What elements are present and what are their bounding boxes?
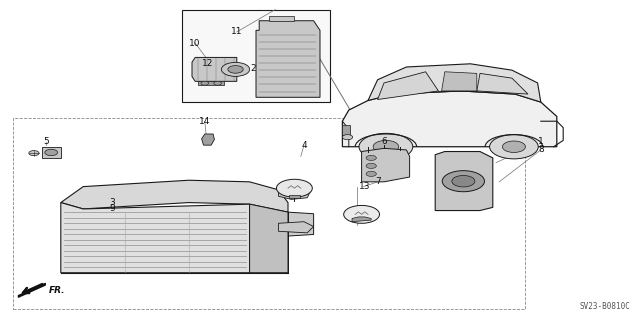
Circle shape xyxy=(344,205,380,223)
Polygon shape xyxy=(61,203,250,273)
Polygon shape xyxy=(192,57,237,81)
Text: 6: 6 xyxy=(381,137,387,146)
Text: 5: 5 xyxy=(44,137,49,146)
Polygon shape xyxy=(278,188,310,199)
Circle shape xyxy=(214,81,221,85)
Polygon shape xyxy=(477,73,528,94)
Polygon shape xyxy=(352,217,371,222)
Circle shape xyxy=(45,149,58,156)
Bar xyxy=(13,118,525,309)
Polygon shape xyxy=(378,72,438,100)
Polygon shape xyxy=(61,180,288,212)
Circle shape xyxy=(366,155,376,160)
Bar xyxy=(342,125,350,135)
Circle shape xyxy=(342,135,353,140)
Text: 1: 1 xyxy=(538,137,543,146)
Circle shape xyxy=(221,63,250,77)
Text: 4: 4 xyxy=(301,141,307,150)
Circle shape xyxy=(201,81,209,85)
Polygon shape xyxy=(435,152,493,211)
Bar xyxy=(182,10,330,102)
Text: 2: 2 xyxy=(250,64,255,73)
Text: 7: 7 xyxy=(375,177,380,186)
Text: 12: 12 xyxy=(202,59,214,68)
Polygon shape xyxy=(269,16,294,21)
Text: 11: 11 xyxy=(231,27,243,36)
Polygon shape xyxy=(256,21,320,97)
Circle shape xyxy=(502,141,525,152)
Text: 9: 9 xyxy=(109,204,115,213)
Circle shape xyxy=(373,140,399,153)
Polygon shape xyxy=(198,81,224,85)
Text: 3: 3 xyxy=(109,198,115,207)
Circle shape xyxy=(452,175,475,187)
Bar xyxy=(289,195,300,198)
Circle shape xyxy=(228,66,243,73)
Polygon shape xyxy=(362,148,410,182)
Circle shape xyxy=(29,151,39,156)
Text: SV23-B0810C: SV23-B0810C xyxy=(580,302,630,311)
Circle shape xyxy=(366,171,376,176)
Polygon shape xyxy=(42,147,61,158)
Circle shape xyxy=(490,135,538,159)
Polygon shape xyxy=(250,204,314,273)
Text: 14: 14 xyxy=(199,117,211,126)
Text: 13: 13 xyxy=(359,182,371,191)
Text: 10: 10 xyxy=(189,39,201,48)
Circle shape xyxy=(276,179,312,197)
Polygon shape xyxy=(202,134,214,145)
Polygon shape xyxy=(368,64,541,102)
Circle shape xyxy=(359,133,413,160)
Text: 8: 8 xyxy=(538,145,543,154)
Polygon shape xyxy=(342,91,557,147)
Polygon shape xyxy=(442,72,477,91)
Text: FR.: FR. xyxy=(49,286,65,295)
Circle shape xyxy=(366,163,376,168)
Circle shape xyxy=(442,171,484,192)
Polygon shape xyxy=(278,222,314,233)
Polygon shape xyxy=(250,204,288,273)
